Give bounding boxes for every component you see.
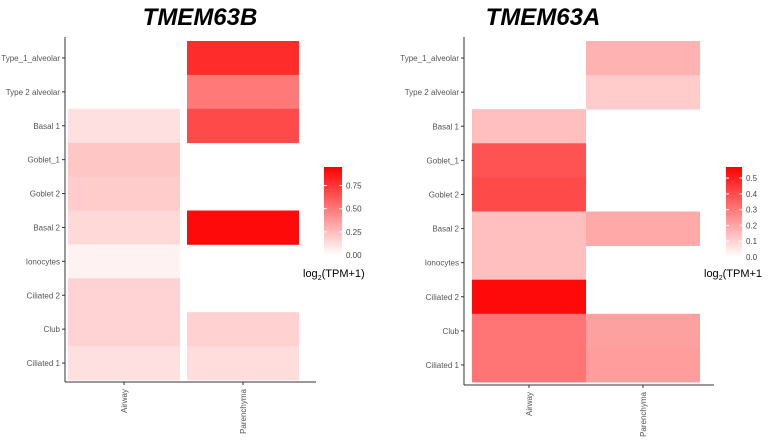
heatmap-cell [68, 142, 180, 177]
x-tick-label: Parenchyma [239, 388, 248, 433]
heatmap-cell [68, 312, 180, 347]
colorbar-tick-label: 0.1 [746, 237, 758, 246]
colorbar-tick-label: 0.75 [346, 182, 362, 191]
chart-title: TMEM63B [142, 4, 258, 31]
colorbar-tick-label: 0.50 [346, 205, 362, 214]
y-tick-label: Type 2 alveolar [6, 88, 61, 97]
heatmap-cell [472, 313, 586, 349]
colorbar-tick-label: 0.25 [346, 228, 362, 237]
heatmap-cell [187, 312, 299, 347]
heatmap-cell [586, 347, 700, 383]
colorbar-tick-label: 0.2 [746, 221, 758, 230]
y-tick-label: Goblet_1 [427, 156, 460, 165]
y-tick-label: Ciliated 2 [426, 293, 460, 302]
heatmap-cell [472, 245, 586, 281]
heatmap-cell [586, 75, 700, 110]
colorbar-tick-label: 0.4 [746, 190, 758, 199]
heatmap-cell [472, 143, 586, 178]
colorbar-tick-label: 0.3 [746, 206, 758, 215]
heatmap-panel-tmem63a: TMEM63A Type_1_alveolar Type 2 alveolar Ba… [384, 0, 768, 443]
heatmap-cell [187, 210, 299, 245]
y-tick-label: Basal 2 [432, 225, 459, 234]
heatmap-cell [68, 244, 180, 279]
y-tick-label: Club [443, 327, 460, 336]
heatmap-cell [472, 279, 586, 315]
heatmap-cell [68, 278, 180, 313]
y-tick-label: Basal 1 [432, 122, 459, 131]
y-tick-label: Type_1_alveolar [1, 54, 60, 63]
heatmap-cell [187, 41, 299, 76]
x-tick-label: Parenchyma [639, 391, 648, 436]
y-tick-label: Basal 1 [33, 122, 60, 131]
heatmap-panel-tmem63b: TMEM63B Type_1_alveolar Type 2 alveolar Ba… [1, 4, 365, 434]
heatmap-svg: Type_1_alveolar Type 2 alveolar Basal 1 Gob… [400, 37, 762, 437]
y-tick-label: Basal 2 [33, 223, 60, 232]
heatmap-cell [472, 211, 586, 246]
y-tick-label: Ciliated 1 [426, 361, 460, 370]
colorbar-tick-label: 0.0 [746, 253, 758, 262]
heatmap-cell [472, 177, 586, 212]
x-tick-label: Airway [525, 392, 534, 416]
y-tick-label: Ionocytes [26, 257, 60, 266]
heatmap-cell [68, 346, 180, 381]
colorbar-tick-label: 0.00 [346, 251, 362, 260]
y-tick-label: Type 2 alveolar [405, 88, 460, 97]
heatmap-cell [187, 74, 299, 110]
y-tick-label: Ciliated 1 [27, 359, 61, 368]
y-tick-label: Ionocytes [425, 259, 459, 268]
heatmap-cell [187, 108, 299, 144]
heatmap-cell [472, 347, 586, 383]
y-tick-label: Ciliated 2 [27, 291, 61, 300]
heatmap-svg: Type_1_alveolar Type 2 alveolar Basal 1 Gob… [1, 37, 365, 434]
heatmap-cell [586, 211, 700, 246]
heatmap-cell [68, 210, 180, 245]
heatmap-cell [586, 41, 700, 76]
y-tick-label: Goblet 2 [30, 190, 61, 199]
colorbar-label: log2(TPM+1 [704, 268, 762, 282]
heatmap-cell [472, 109, 586, 144]
colorbar-label: log2(TPM+1) [303, 268, 365, 282]
y-tick-label: Goblet_1 [28, 156, 61, 165]
y-tick-label: Type_1_alveolar [400, 54, 459, 63]
heatmap-cell [68, 176, 180, 211]
colorbar [726, 167, 742, 257]
heatmap-cell [187, 346, 299, 381]
heatmap-cell [586, 313, 700, 349]
chart-title: TMEM63A [485, 4, 601, 31]
colorbar-tick-label: 0.5 [746, 174, 758, 183]
heatmap-cell [68, 108, 180, 144]
x-tick-label: Airway [120, 389, 129, 413]
y-tick-label: Club [44, 325, 61, 334]
colorbar [324, 167, 342, 255]
y-tick-label: Goblet 2 [429, 190, 460, 199]
